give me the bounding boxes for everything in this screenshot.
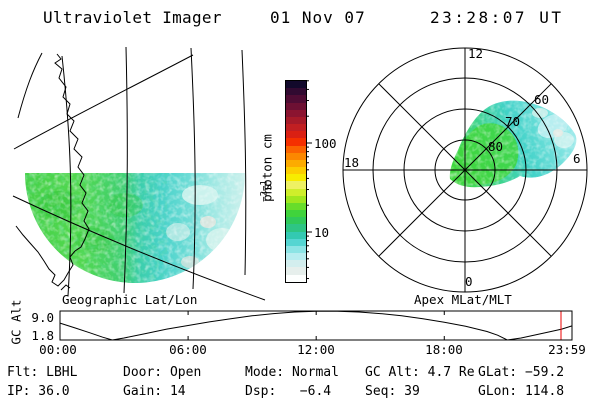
status-gcalt: GC Alt: 4.7 Re (365, 365, 475, 380)
observation-date: 01 Nov 07 (270, 8, 366, 27)
polar-aurora-data (449, 100, 577, 188)
mlat-ring-label-80: 80 (488, 139, 504, 154)
timeline-xtick-1800: 18:00 (425, 342, 463, 357)
status-door: Door: Open (123, 365, 202, 380)
polar-panel-caption: Apex MLat/MLT (414, 292, 512, 307)
geo-aurora-data (25, 173, 245, 283)
altitude-timeline-plot (59, 310, 573, 341)
status-mode: Mode: Normal (245, 365, 339, 380)
mlt-label-18: 18 (344, 155, 360, 170)
status-glon: GLon: 114.8 (478, 384, 565, 399)
geo-panel-caption: Geographic Lat/Lon (62, 292, 198, 307)
status-dsp: Dsp: −6.4 (245, 384, 332, 399)
colorbar (285, 80, 307, 283)
coastline (15, 53, 90, 291)
mlat-ring-label-70: 70 (505, 114, 521, 129)
timeline-ytick-9: 9.0 (31, 310, 54, 325)
mlat-ring-label-60: 60 (534, 92, 550, 107)
page-title: Ultraviolet Imager (43, 8, 222, 27)
timeline-xtick-2359: 23:59 (548, 342, 586, 357)
timeline-ylabel: GC Alt (8, 299, 24, 345)
timeline-xtick-1200: 12:00 (297, 342, 335, 357)
geo-grid (12, 46, 266, 301)
status-glat: GLat: −59.2 (478, 365, 565, 380)
mlt-label-12: 12 (468, 46, 484, 61)
status-flt: Flt: LBHL (7, 365, 78, 380)
status-gain: Gain: 14 (123, 384, 186, 399)
polar-grid (342, 47, 588, 293)
timeline-ytick-1.8: 1.8 (31, 328, 54, 343)
colorbar-tick-label-100: 100 (314, 136, 337, 151)
status-seq: Seq: 39 (365, 384, 420, 399)
mlt-label-6: 6 (573, 151, 581, 166)
status-ip: IP: 36.0 (7, 384, 70, 399)
observation-time: 23:28:07 UT (430, 8, 564, 27)
timeline-xtick-0000: 00:00 (39, 342, 77, 357)
colorbar-unit-label: photon cm −2 s −1 (259, 134, 275, 202)
timeline-xtick-0600: 06:00 (169, 342, 207, 357)
colorbar-tick-label-10: 10 (314, 225, 330, 240)
mlt-label-0: 0 (465, 274, 473, 289)
gc-altitude-curve (59, 310, 573, 341)
